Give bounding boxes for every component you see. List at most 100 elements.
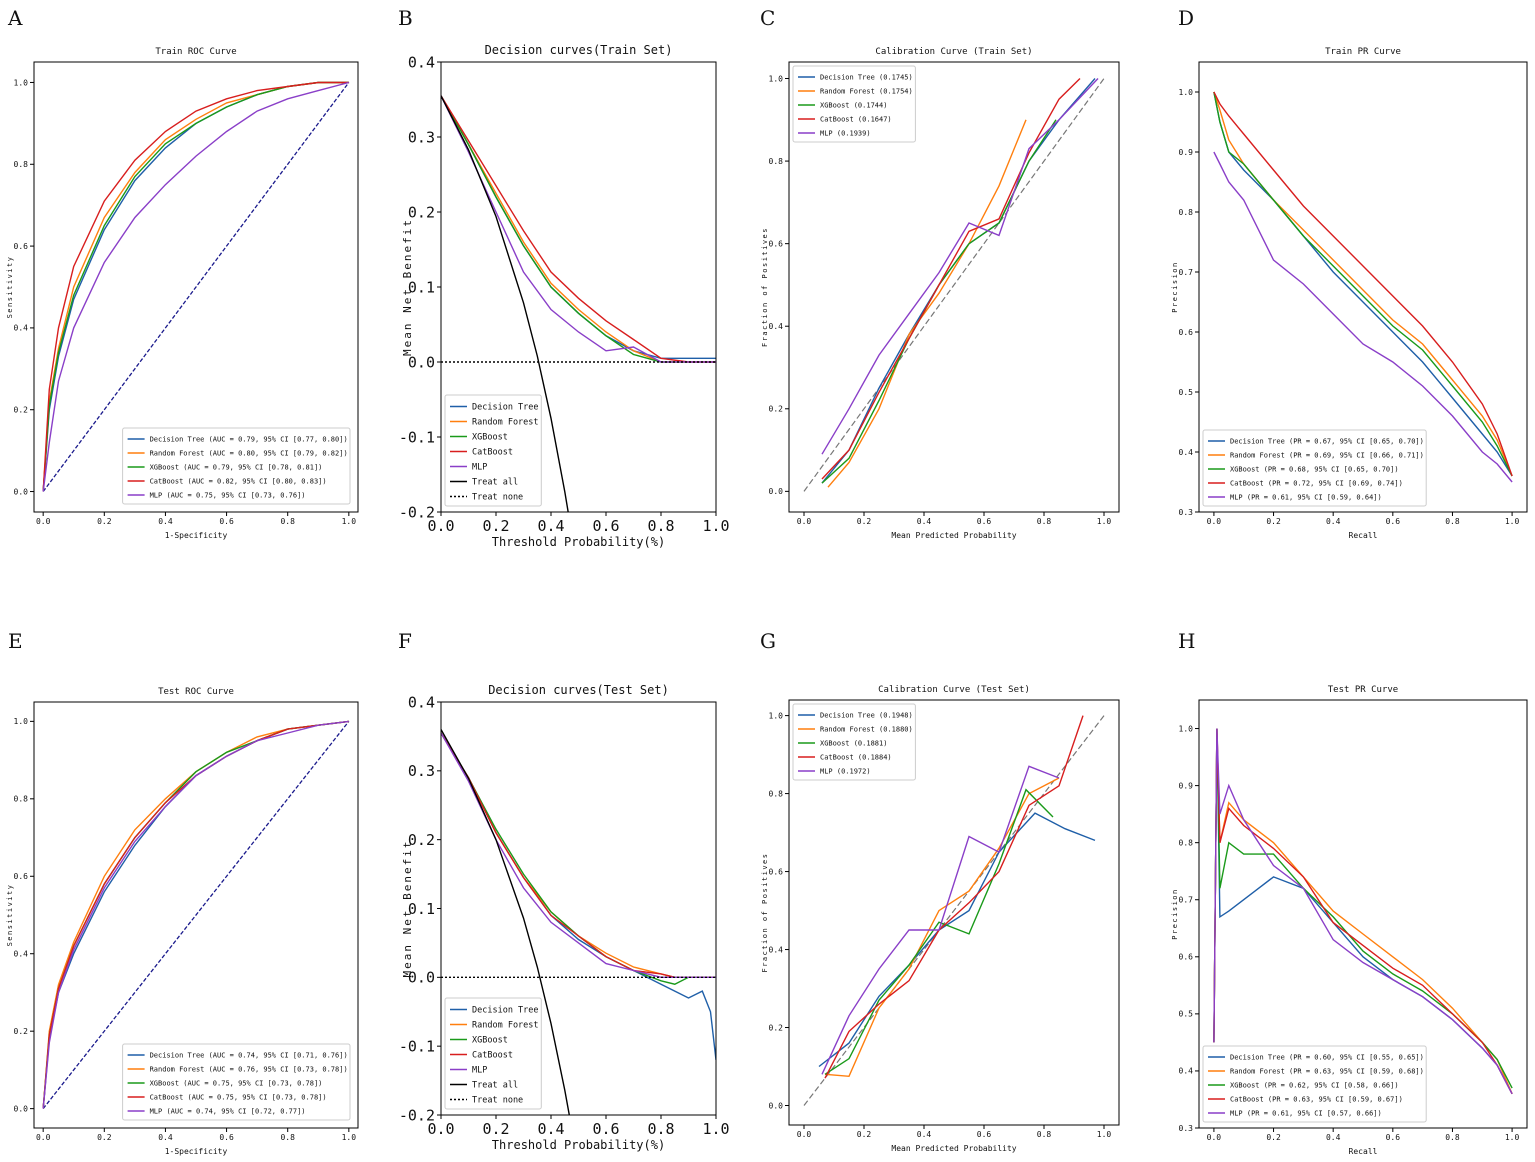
y-axis-label: Mean Net Benefit	[401, 840, 414, 978]
series-line-random-forest	[441, 95, 716, 363]
x-tick-label: 0.8	[280, 517, 295, 526]
axes-frame	[33, 61, 359, 513]
y-tick-label: 0.1	[408, 900, 435, 918]
y-tick-label: 1.0	[14, 717, 29, 726]
series-line-catboost	[42, 81, 349, 492]
plot-area	[42, 720, 350, 1110]
legend-entry: Decision Tree (AUC = 0.79, 95% CI [0.77,…	[150, 435, 348, 443]
x-tick-label: 1.0	[1097, 517, 1112, 526]
x-tick-label: 0.0	[36, 1133, 51, 1142]
x-tick-label: 0.2	[1266, 1133, 1281, 1142]
series-line-mlp	[42, 81, 349, 492]
legend-entry: Decision Tree (0.1948)	[820, 711, 913, 719]
panel-label: C	[760, 6, 775, 30]
reference-diagonal	[42, 82, 350, 492]
series-line-mlp	[441, 732, 716, 978]
y-tick-label: 0.4	[14, 324, 29, 333]
y-tick-label: 0.4	[408, 693, 435, 711]
y-tick-label: 1.0	[1179, 724, 1194, 733]
x-tick-label: 0.8	[1037, 517, 1052, 526]
x-tick-label: 0.8	[1445, 1133, 1460, 1142]
x-tick-label: 0.6	[1386, 517, 1401, 526]
series-line-mlp	[821, 78, 1099, 455]
y-tick-label: 0.8	[1179, 838, 1194, 847]
x-tick-label: 0.2	[857, 517, 872, 526]
x-axis-label: 1-Specificity	[165, 531, 228, 540]
series-line-catboost	[441, 95, 716, 363]
x-tick-label: 0.4	[917, 517, 932, 526]
x-axis-label: Recall	[1349, 1147, 1378, 1156]
y-tick-label: 0.6	[1179, 953, 1194, 962]
series-line-decision-tree	[1213, 91, 1513, 477]
y-tick-label: 0.4	[1179, 1067, 1194, 1076]
series-line-catboost	[1213, 91, 1513, 477]
chart-title: Train ROC Curve	[155, 47, 236, 57]
y-tick-label: 0.3	[1179, 1124, 1194, 1133]
series-line-catboost	[42, 720, 349, 1109]
legend-box	[122, 427, 351, 505]
chart-title: Decision curves(Test Set)	[488, 683, 669, 697]
legend-entry: Random Forest (AUC = 0.80, 95% CI [0.79,…	[150, 449, 348, 457]
legend-entry: XGBoost (AUC = 0.79, 95% CI [0.78, 0.81]…	[150, 463, 323, 471]
x-tick-label: 0.4	[537, 517, 564, 535]
plot-area	[42, 81, 350, 492]
legend-entry: XGBoost (AUC = 0.75, 95% CI [0.73, 0.78]…	[150, 1079, 323, 1087]
panel-d: D Train PR Curve 0.0 0.2 0.4 0.6 0.8 1.0 0.3 0.4 0…	[1171, 6, 1528, 540]
series-line-mlp	[1213, 728, 1513, 1095]
legend-entry: Decision Tree (AUC = 0.74, 95% CI [0.71,…	[150, 1051, 348, 1059]
y-tick-label: -0.1	[399, 1037, 435, 1055]
series-line-mlp	[1213, 151, 1513, 483]
panel-label: A	[7, 6, 23, 30]
panel-a: A Train ROC Curve 0.0 0.2 0.4 0.6 0.8 1.0 0.0 0.2…	[6, 6, 359, 540]
x-tick-label: 0.4	[158, 517, 173, 526]
x-tick-label: 0.2	[857, 1130, 872, 1139]
y-tick-label: 0.0	[769, 1101, 784, 1110]
x-tick-label: 0.6	[592, 1120, 619, 1138]
panel-label: E	[8, 629, 23, 653]
legend: Decision Tree (0.1745) Random Forest (0.1…	[792, 65, 916, 143]
legend-entry: CatBoost (0.1884)	[820, 753, 892, 761]
legend-entry: Random Forest (0.1754)	[820, 87, 913, 95]
legend-box	[1202, 429, 1427, 507]
x-tick-label: 0.6	[219, 1133, 234, 1142]
chart-title: Calibration Curve (Test Set)	[878, 685, 1030, 695]
legend-entry: Treat all	[472, 477, 518, 487]
y-tick-label: 0.3	[408, 128, 435, 146]
x-tick-label: 1.0	[1505, 517, 1520, 526]
series-line-catboost	[441, 732, 716, 978]
panel-f: F Decision curves(Test Set) 0.0 0.2 0.4 0.6 0.…	[398, 629, 730, 1152]
legend-entry: MLP (PR = 0.61, 95% CI [0.57, 0.66])	[1230, 1109, 1382, 1117]
axes-frame	[440, 61, 717, 513]
legend-entry: CatBoost	[472, 1050, 513, 1060]
series-line-mlp	[821, 765, 1060, 1075]
legend-entry: CatBoost (PR = 0.63, 95% CI [0.59, 0.67]…	[1230, 1095, 1403, 1103]
legend-entry: XGBoost (0.1744)	[820, 101, 887, 109]
y-tick-label: 0.8	[769, 157, 784, 166]
y-tick-label: 0.6	[769, 867, 784, 876]
y-axis-label: Precision	[1171, 261, 1179, 312]
y-tick-label: 0.3	[1179, 508, 1194, 517]
legend-entry: Decision Tree (0.1745)	[820, 73, 913, 81]
legend-entry: Random Forest	[472, 417, 539, 427]
x-tick-label: 0.0	[797, 1130, 812, 1139]
legend-entry: Treat none	[472, 1095, 523, 1105]
legend-entry: XGBoost	[472, 432, 508, 442]
legend-entry: CatBoost (AUC = 0.75, 95% CI [0.73, 0.78…	[150, 1093, 327, 1101]
y-tick-label: 0.9	[1179, 148, 1194, 157]
legend-box	[1202, 1045, 1427, 1123]
x-tick-label: 0.6	[977, 1130, 992, 1139]
reference-diagonal	[42, 720, 350, 1110]
x-tick-label: 0.4	[537, 1120, 564, 1138]
x-tick-label: 0.0	[427, 1120, 454, 1138]
x-tick-label: 0.4	[1326, 1133, 1341, 1142]
y-tick-label: 0.2	[14, 1027, 29, 1036]
panel-b: B Decision curves(Train Set) 0.0 0.2 0.4 0.6 0…	[398, 6, 730, 549]
chart-title: Train PR Curve	[1325, 47, 1401, 57]
legend-entry: MLP (0.1972)	[820, 767, 871, 775]
legend-entry: MLP	[472, 462, 487, 472]
y-tick-label: 0.8	[1179, 208, 1194, 217]
y-tick-label: 0.8	[14, 160, 29, 169]
chart-title: Calibration Curve (Train Set)	[875, 47, 1032, 57]
y-axis-label: Sensitivity	[6, 884, 14, 947]
plot-area	[803, 715, 1105, 1106]
